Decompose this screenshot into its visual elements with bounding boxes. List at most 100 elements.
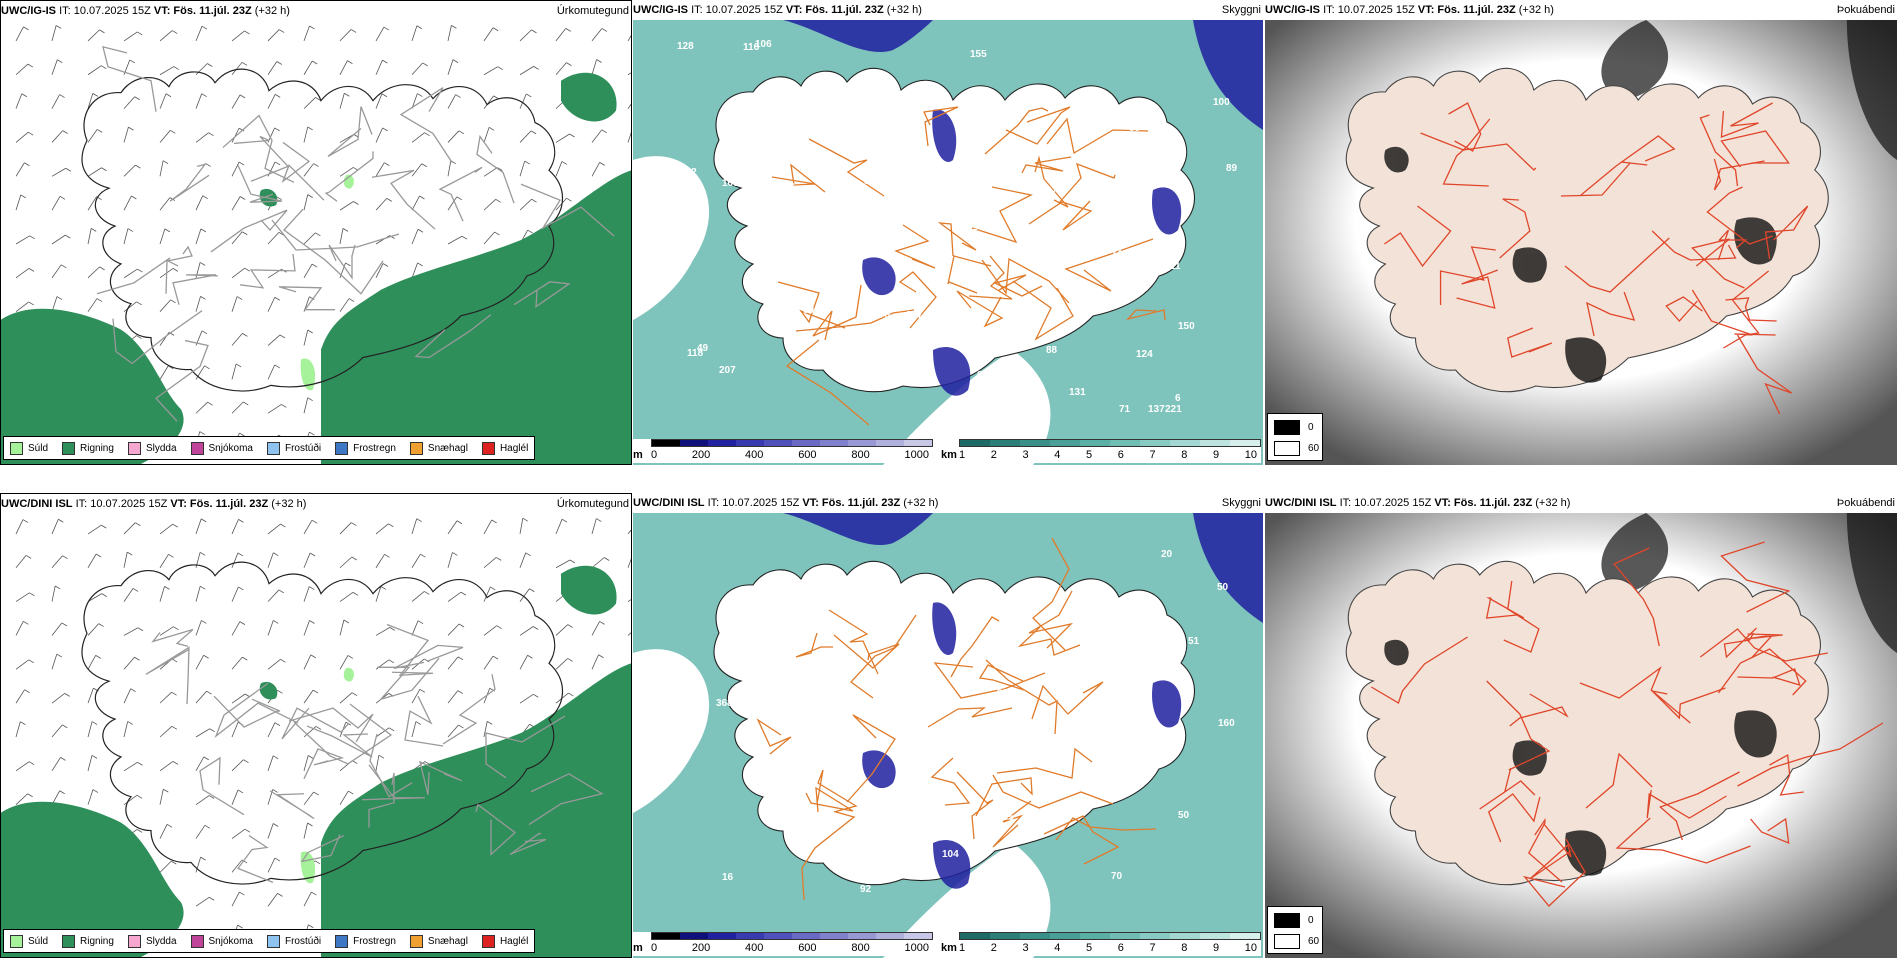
visibility-value: 6 xyxy=(1175,393,1181,404)
visibility-panel: UWC/IG-IS IT: 10.07.2025 15Z VT: Fös. 11… xyxy=(633,0,1263,465)
colorbar-tick: 200 xyxy=(691,942,711,954)
colorbar-tick: 800 xyxy=(851,449,870,461)
init-time: IT: 10.07.2025 15Z xyxy=(707,497,800,509)
fog-legend-label: 60 xyxy=(1308,936,1320,947)
legend-label: Súld xyxy=(28,935,49,947)
colorbar-tick: 10 xyxy=(1244,449,1257,461)
legend-swatch xyxy=(481,441,495,455)
visibility-value: 70 xyxy=(1111,871,1123,882)
colorbar-tick: 0 xyxy=(651,449,658,461)
colorbar-cell xyxy=(1110,933,1140,939)
colorbar-tick: 2 xyxy=(990,942,997,954)
legend-label: Slydda xyxy=(145,442,177,454)
visibility-value: 36 xyxy=(685,215,697,226)
colorbar-tick: 1000 xyxy=(904,449,929,461)
fog-legend-swatch xyxy=(1274,913,1300,928)
init-time: IT: 10.07.2025 15Z xyxy=(691,4,783,16)
visibility-value: 48 xyxy=(1082,113,1094,124)
colorbar-cell xyxy=(652,933,680,939)
valid-time: VT: Fös. 11.júl. 23Z xyxy=(153,5,252,17)
colorbar-unit: km xyxy=(941,942,957,954)
colorbar-tick: 1 xyxy=(959,942,966,954)
coastline xyxy=(81,68,563,392)
colorbar-tick: 7 xyxy=(1149,449,1156,461)
visibility-value: 88 xyxy=(1046,345,1058,356)
panel-header: UWC/DINI ISL IT: 10.07.2025 15Z VT: Fös.… xyxy=(633,493,1263,513)
visibility-value: 51 xyxy=(1082,705,1094,716)
colorbar-cell xyxy=(1080,933,1110,939)
fog-legend-row: 60 xyxy=(1274,441,1322,456)
legend-item: Súld xyxy=(10,934,49,948)
legend-label: Rigning xyxy=(80,935,114,947)
visibility-value: 112 xyxy=(1089,198,1106,209)
legend-swatch xyxy=(409,934,423,948)
map-svg xyxy=(1265,20,1897,465)
init-time: IT: 10.07.2025 15Z xyxy=(75,498,168,510)
colorbar-tick: 1000 xyxy=(904,942,929,954)
lead-time: (+32 h) xyxy=(1518,4,1554,16)
colorbar-tick: 400 xyxy=(745,449,764,461)
fog-legend-row: 0 xyxy=(1274,913,1322,928)
fog-legend-swatch xyxy=(1274,441,1300,456)
visibility-value: 92 xyxy=(860,884,872,895)
colorbar-cell xyxy=(1020,933,1050,939)
legend-swatch xyxy=(62,441,76,455)
colorbar-cell xyxy=(960,933,990,939)
visibility-value: 68 xyxy=(841,292,853,303)
panel-header: UWC/DINI ISL IT: 10.07.2025 15Z VT: Fös.… xyxy=(1,494,631,514)
valid-time: VT: Fös. 11.júl. 23Z xyxy=(802,497,901,509)
map-svg xyxy=(1,514,631,957)
visibility-value: 47 xyxy=(901,858,913,869)
colorbar-cell xyxy=(990,933,1020,939)
legend-item: Slydda xyxy=(127,934,177,948)
legend-label: Slydda xyxy=(145,935,177,947)
legend-item: Haglél xyxy=(481,441,528,455)
visibility-value: 221 xyxy=(1165,404,1182,415)
legend-swatch xyxy=(190,934,204,948)
colorbar-cell xyxy=(1170,440,1200,446)
colorbar-tick: 4 xyxy=(1054,449,1061,461)
valid-time: VT: Fös. 11.júl. 23Z xyxy=(170,498,269,510)
colorbar-cell xyxy=(708,440,736,446)
fog-map xyxy=(1265,20,1897,465)
colorbar-cell xyxy=(764,440,792,446)
visibility-value: 89 xyxy=(1226,163,1238,174)
visibility-value: 58 xyxy=(1111,703,1123,714)
parameter-title: Úrkomutegund xyxy=(556,498,629,510)
visibility-value: 316 xyxy=(864,176,881,187)
colorbar-tick: 600 xyxy=(798,449,817,461)
legend-swatch xyxy=(10,934,23,948)
visibility-value: 46 xyxy=(1150,666,1162,677)
valid-time: VT: Fös. 11.júl. 23Z xyxy=(785,4,884,16)
legend-item: Súld xyxy=(10,441,48,455)
visibility-value: 60 xyxy=(803,305,815,316)
legend-swatch xyxy=(266,441,280,455)
colorbar-cell xyxy=(1020,440,1050,446)
lead-time: (+32 h) xyxy=(271,498,307,510)
legend-item: Snæhagl xyxy=(409,934,468,948)
colorbar-cell xyxy=(1110,440,1140,446)
visibility-value: 49 xyxy=(697,343,709,354)
coastline xyxy=(81,561,563,885)
road-network xyxy=(756,537,1157,901)
lead-time: (+32 h) xyxy=(886,4,922,16)
legend-label: Snæhagl xyxy=(427,442,468,454)
road-network xyxy=(771,106,1166,426)
init-time: IT: 10.07.2025 15Z xyxy=(1339,497,1432,509)
visibility-value: 71 xyxy=(1119,404,1131,415)
visibility-value: 52 xyxy=(767,260,779,271)
model-name: UWC/DINI ISL xyxy=(1,498,73,510)
road-network xyxy=(96,45,615,422)
road-network xyxy=(145,623,604,883)
legend-label: Rigning xyxy=(80,442,114,454)
legend-label: Frostúði xyxy=(284,935,322,947)
visibility-colorbar-m: m 0 200 400 600 800 1000 xyxy=(633,932,933,956)
colorbar-tick: 7 xyxy=(1149,942,1156,954)
colorbar-strip xyxy=(651,439,933,447)
colorbar-tick: 400 xyxy=(745,942,764,954)
colorbar-cell xyxy=(848,440,876,446)
panel-header: UWC/DINI ISL IT: 10.07.2025 15Z VT: Fös.… xyxy=(1265,493,1897,513)
precip-type-panel: UWC/IG-IS IT: 10.07.2025 15Z VT: Fös. 11… xyxy=(0,0,632,465)
parameter-title: Þokuábendi xyxy=(1836,4,1895,16)
colorbar-tick: 600 xyxy=(798,942,817,954)
